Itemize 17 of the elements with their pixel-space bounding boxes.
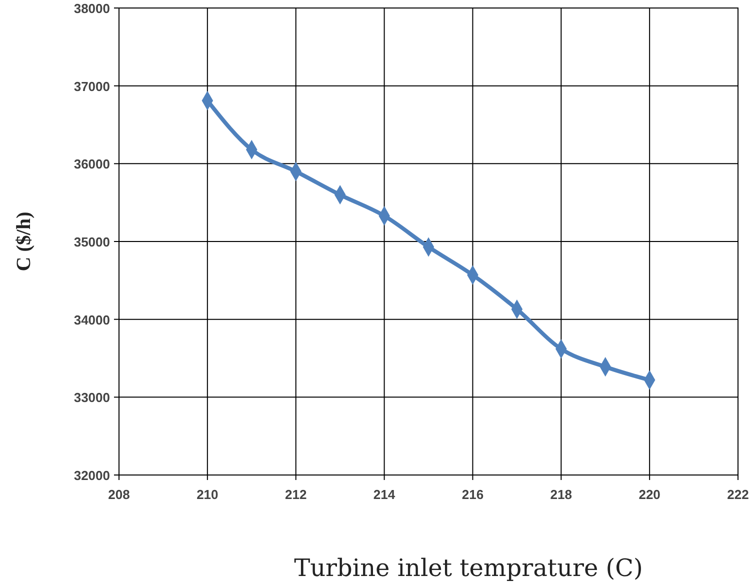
x-tick-label: 218 [550, 487, 572, 502]
y-tick-label: 37000 [74, 78, 110, 94]
x-tick-label: 214 [373, 487, 396, 502]
x-tick-label: 212 [285, 487, 307, 502]
x-tick-label: 210 [196, 487, 218, 502]
x-tick-label: 220 [638, 487, 660, 502]
y-tick-label: 33000 [74, 390, 110, 406]
x-tick-label: 222 [727, 487, 749, 502]
x-tick-label: 216 [462, 487, 484, 502]
y-tick-label: 38000 [74, 1, 110, 16]
y-tick-label: 34000 [74, 312, 110, 328]
x-axis-title: Turbine inlet temprature (C) [294, 554, 643, 582]
y-tick-label: 32000 [74, 468, 110, 483]
y-tick-label: 35000 [74, 234, 110, 250]
x-tick-label: 208 [108, 487, 130, 502]
y-tick-label: 36000 [74, 156, 110, 172]
y-axis-title: C ($/h) [13, 212, 35, 272]
